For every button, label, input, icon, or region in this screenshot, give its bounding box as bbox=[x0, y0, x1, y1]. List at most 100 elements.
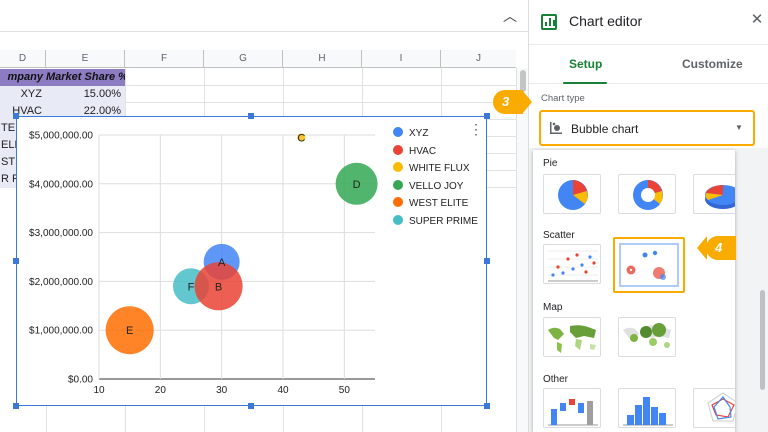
resize-handle[interactable] bbox=[248, 113, 254, 119]
y-tick-label: $1,000,000.00 bbox=[29, 326, 93, 337]
section-label-scatter: Scatter bbox=[543, 230, 575, 241]
step-number: 3 bbox=[493, 90, 523, 114]
chart-option-geo-markers[interactable] bbox=[618, 317, 676, 357]
bubble-label: A bbox=[218, 257, 226, 269]
chart-option-doughnut[interactable] bbox=[618, 174, 676, 214]
legend-label: WHITE FLUX bbox=[409, 163, 470, 174]
chart-option-scatter[interactable] bbox=[543, 244, 601, 284]
x-tick-label: 40 bbox=[277, 385, 289, 396]
legend-item: SUPER PRIME bbox=[393, 214, 478, 229]
legend-label: VELLO JOY bbox=[409, 180, 464, 192]
chart-type-dropdown[interactable]: Bubble chart ▼ bbox=[539, 110, 755, 146]
resize-handle[interactable] bbox=[484, 403, 490, 409]
chart-editor-title: Chart editor bbox=[569, 13, 643, 29]
legend-swatch bbox=[393, 127, 403, 137]
active-tab-indicator bbox=[563, 82, 607, 84]
step-number: 4 bbox=[706, 236, 736, 260]
column-header-j[interactable]: J bbox=[476, 53, 481, 64]
header-cell-market-share[interactable]: Market Share % bbox=[46, 69, 125, 86]
sheet-toolbar: ︿ bbox=[0, 0, 528, 32]
editor-tabs: Setup Customize bbox=[529, 44, 768, 84]
column-headers: D E F G H I J bbox=[0, 50, 516, 68]
bubble-white-flux[interactable] bbox=[297, 133, 306, 142]
x-tick-label: 50 bbox=[339, 385, 351, 396]
cell-company-xyz[interactable]: XYZ bbox=[0, 86, 46, 103]
step-callout-4: 4 bbox=[697, 236, 736, 260]
y-tick-label: $4,000,000.00 bbox=[29, 179, 93, 190]
chart-option-histogram[interactable] bbox=[618, 388, 676, 428]
chart-type-value: Bubble chart bbox=[571, 122, 639, 136]
spreadsheet-area: ︿ D E F G H I J mpany Market Share % XYZ… bbox=[0, 0, 528, 432]
y-tick-label: $2,000,000.00 bbox=[29, 277, 93, 288]
section-label-map: Map bbox=[543, 302, 563, 313]
resize-handle[interactable] bbox=[484, 113, 490, 119]
bubble-label: B bbox=[215, 281, 222, 293]
legend-item: WEST ELITE bbox=[393, 197, 468, 211]
header-cell-company[interactable]: mpany bbox=[0, 69, 46, 86]
cell-company-partial[interactable]: R F bbox=[0, 171, 16, 188]
legend-item: XYZ bbox=[393, 127, 428, 141]
menu-scrollbar[interactable] bbox=[760, 290, 765, 390]
bubble-west-elite[interactable] bbox=[105, 306, 154, 355]
resize-handle[interactable] bbox=[13, 258, 19, 264]
cell-company-partial[interactable]: ELL bbox=[0, 137, 16, 154]
legend-item: WHITE FLUX bbox=[393, 162, 470, 176]
cell-company-partial[interactable]: ST bbox=[0, 154, 16, 171]
bubble-label: D bbox=[353, 179, 361, 191]
legend-item: VELLO JOY bbox=[393, 179, 464, 194]
chart-option-bubble[interactable] bbox=[613, 237, 685, 293]
bubble-chart[interactable]: $0.00 $1,000,000.00 $2,000,000.00 $3,000,00… bbox=[16, 116, 487, 406]
section-label-other: Other bbox=[543, 374, 569, 385]
y-tick-label: $0.00 bbox=[68, 375, 93, 386]
x-tick-label: 30 bbox=[216, 385, 228, 396]
chart-option-3d-pie[interactable] bbox=[693, 174, 735, 214]
resize-handle[interactable] bbox=[13, 403, 19, 409]
column-header-h[interactable]: H bbox=[283, 50, 362, 68]
cell-share-xyz[interactable]: 15.00% bbox=[46, 86, 125, 103]
bubble-chart-plot: $0.00 $1,000,000.00 $2,000,000.00 $3,000,00… bbox=[29, 131, 378, 396]
cell-company-hvac[interactable]: HVAC bbox=[0, 103, 46, 120]
chart-editor-icon bbox=[541, 14, 557, 30]
column-header-g[interactable]: G bbox=[204, 50, 283, 68]
resize-handle[interactable] bbox=[484, 258, 490, 264]
more-vert-icon[interactable]: ⋮ bbox=[469, 121, 483, 137]
resize-handle[interactable] bbox=[13, 113, 19, 119]
chart-option-waterfall[interactable] bbox=[543, 388, 601, 428]
chart-option-pie[interactable] bbox=[543, 174, 601, 214]
bubble-hvac[interactable] bbox=[194, 262, 243, 311]
bubble-label: C bbox=[297, 132, 305, 144]
legend-swatch bbox=[393, 162, 403, 172]
cell-company-partial[interactable]: TE bbox=[0, 120, 16, 137]
bubble-label: E bbox=[126, 325, 133, 337]
chart-type-menu: Pie Scatter bbox=[533, 150, 735, 432]
sheet-scrollbar[interactable] bbox=[516, 68, 528, 432]
chart-type-label: Chart type bbox=[541, 93, 585, 104]
column-header-f[interactable]: F bbox=[125, 50, 204, 68]
legend-swatch bbox=[393, 214, 403, 225]
legend-label: XYZ bbox=[409, 128, 429, 139]
bubble-vello-joy[interactable] bbox=[335, 162, 378, 205]
bubble-chart-icon bbox=[550, 122, 562, 134]
tab-setup[interactable]: Setup bbox=[569, 57, 603, 71]
column-header-i[interactable]: I bbox=[362, 50, 441, 68]
chevron-up-icon[interactable]: ︿ bbox=[503, 8, 517, 24]
sheet-scrollbar-thumb[interactable] bbox=[520, 70, 526, 92]
x-tick-label: 20 bbox=[155, 385, 167, 396]
column-header-d[interactable]: D bbox=[0, 50, 46, 68]
resize-handle[interactable] bbox=[248, 403, 254, 409]
step-callout-3: 3 bbox=[493, 90, 532, 114]
cell-share-hvac[interactable]: 22.00% bbox=[46, 103, 125, 120]
column-header-e[interactable]: E bbox=[46, 50, 125, 68]
chart-option-radar[interactable] bbox=[693, 388, 735, 428]
legend-swatch bbox=[393, 144, 403, 155]
chart-option-geo[interactable] bbox=[543, 317, 601, 357]
section-label-pie: Pie bbox=[543, 158, 558, 169]
close-icon[interactable]: ✕ bbox=[750, 11, 764, 28]
bubble-label: F bbox=[188, 281, 195, 293]
legend-item: HVAC bbox=[393, 144, 437, 159]
y-tick-label: $3,000,000.00 bbox=[29, 228, 93, 239]
legend-label: HVAC bbox=[409, 145, 437, 157]
x-tick-label: 10 bbox=[93, 385, 105, 396]
legend-label: WEST ELITE bbox=[409, 198, 469, 209]
tab-customize[interactable]: Customize bbox=[682, 57, 743, 71]
